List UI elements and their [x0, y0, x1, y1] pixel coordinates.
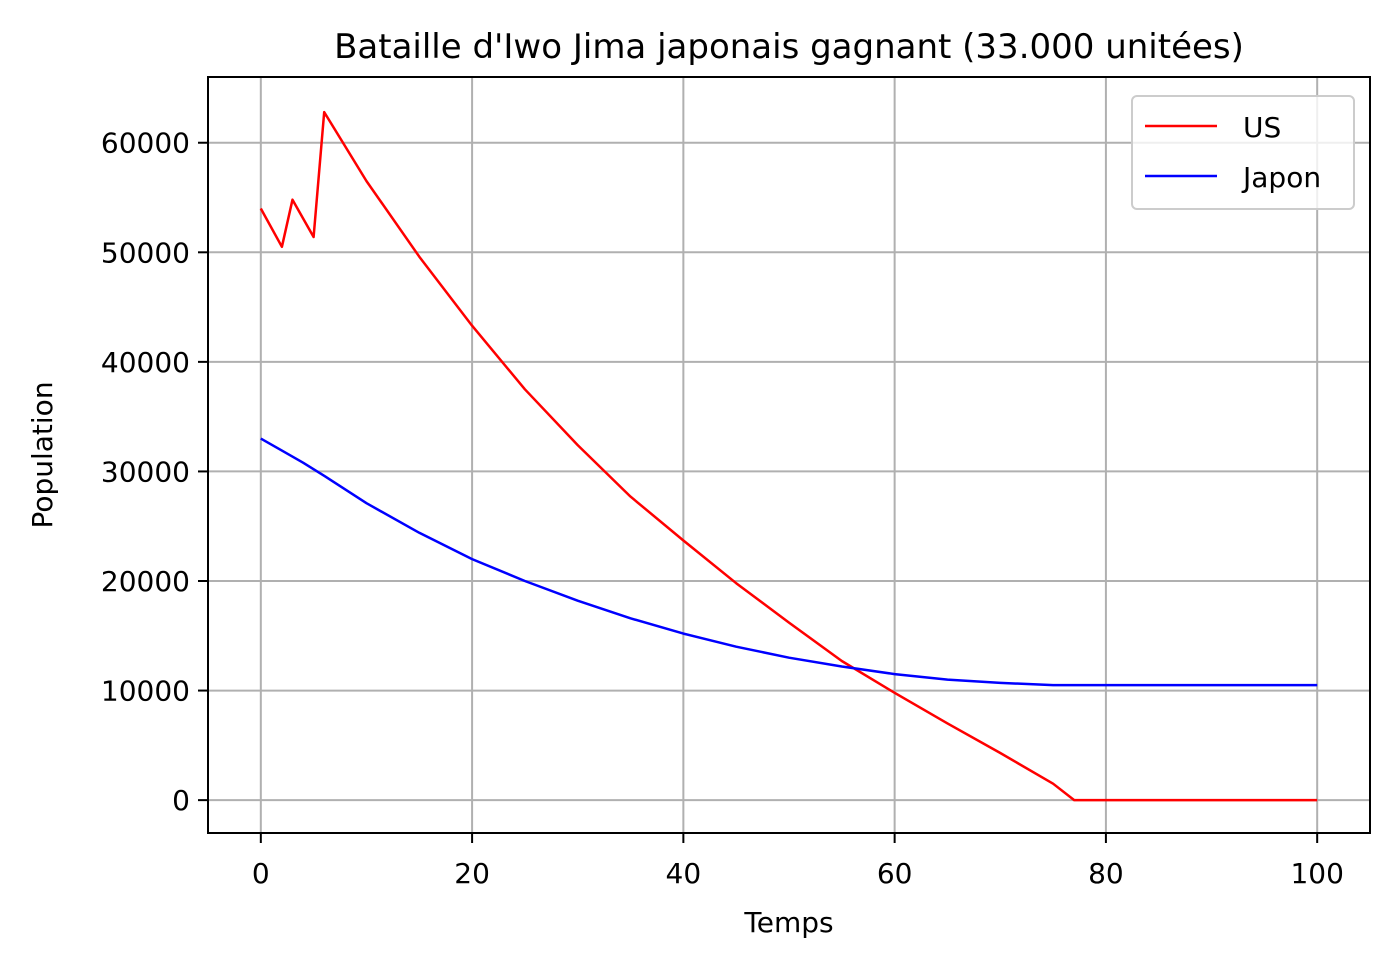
legend-label-japon: Japon — [1241, 161, 1321, 194]
y-tick-label: 0 — [172, 784, 190, 817]
grid — [208, 77, 1370, 833]
ticks: 0 20 40 60 80 100 0 10000 20000 30000 40000 50000 60… — [101, 127, 1344, 890]
x-tick-label: 80 — [1088, 857, 1124, 890]
legend-box — [1131, 95, 1355, 210]
y-tick-label: 50000 — [101, 236, 190, 269]
chart-title: Bataille d'Iwo Jima japonais gagnant (33… — [334, 27, 1244, 67]
x-tick-label: 100 — [1290, 857, 1343, 890]
y-axis-label: Population — [26, 381, 59, 528]
plot-area-frame — [207, 76, 1371, 834]
series-line-us — [259, 110, 1318, 802]
y-tick-label: 60000 — [101, 127, 190, 160]
x-axis-label: Temps — [743, 906, 833, 939]
series-layer — [259, 110, 1318, 802]
y-tick-label: 30000 — [101, 455, 190, 488]
x-tick-label: 20 — [454, 857, 490, 890]
legend: US Japon — [1131, 95, 1355, 210]
legend-label-us: US — [1243, 111, 1281, 144]
y-tick-label: 10000 — [101, 675, 190, 708]
y-tick-label: 20000 — [101, 565, 190, 598]
x-tick-label: 60 — [877, 857, 913, 890]
x-tick-label: 40 — [666, 857, 702, 890]
x-tick-label: 0 — [252, 857, 270, 890]
y-tick-label: 40000 — [101, 346, 190, 379]
series-line-japon — [260, 437, 1318, 687]
